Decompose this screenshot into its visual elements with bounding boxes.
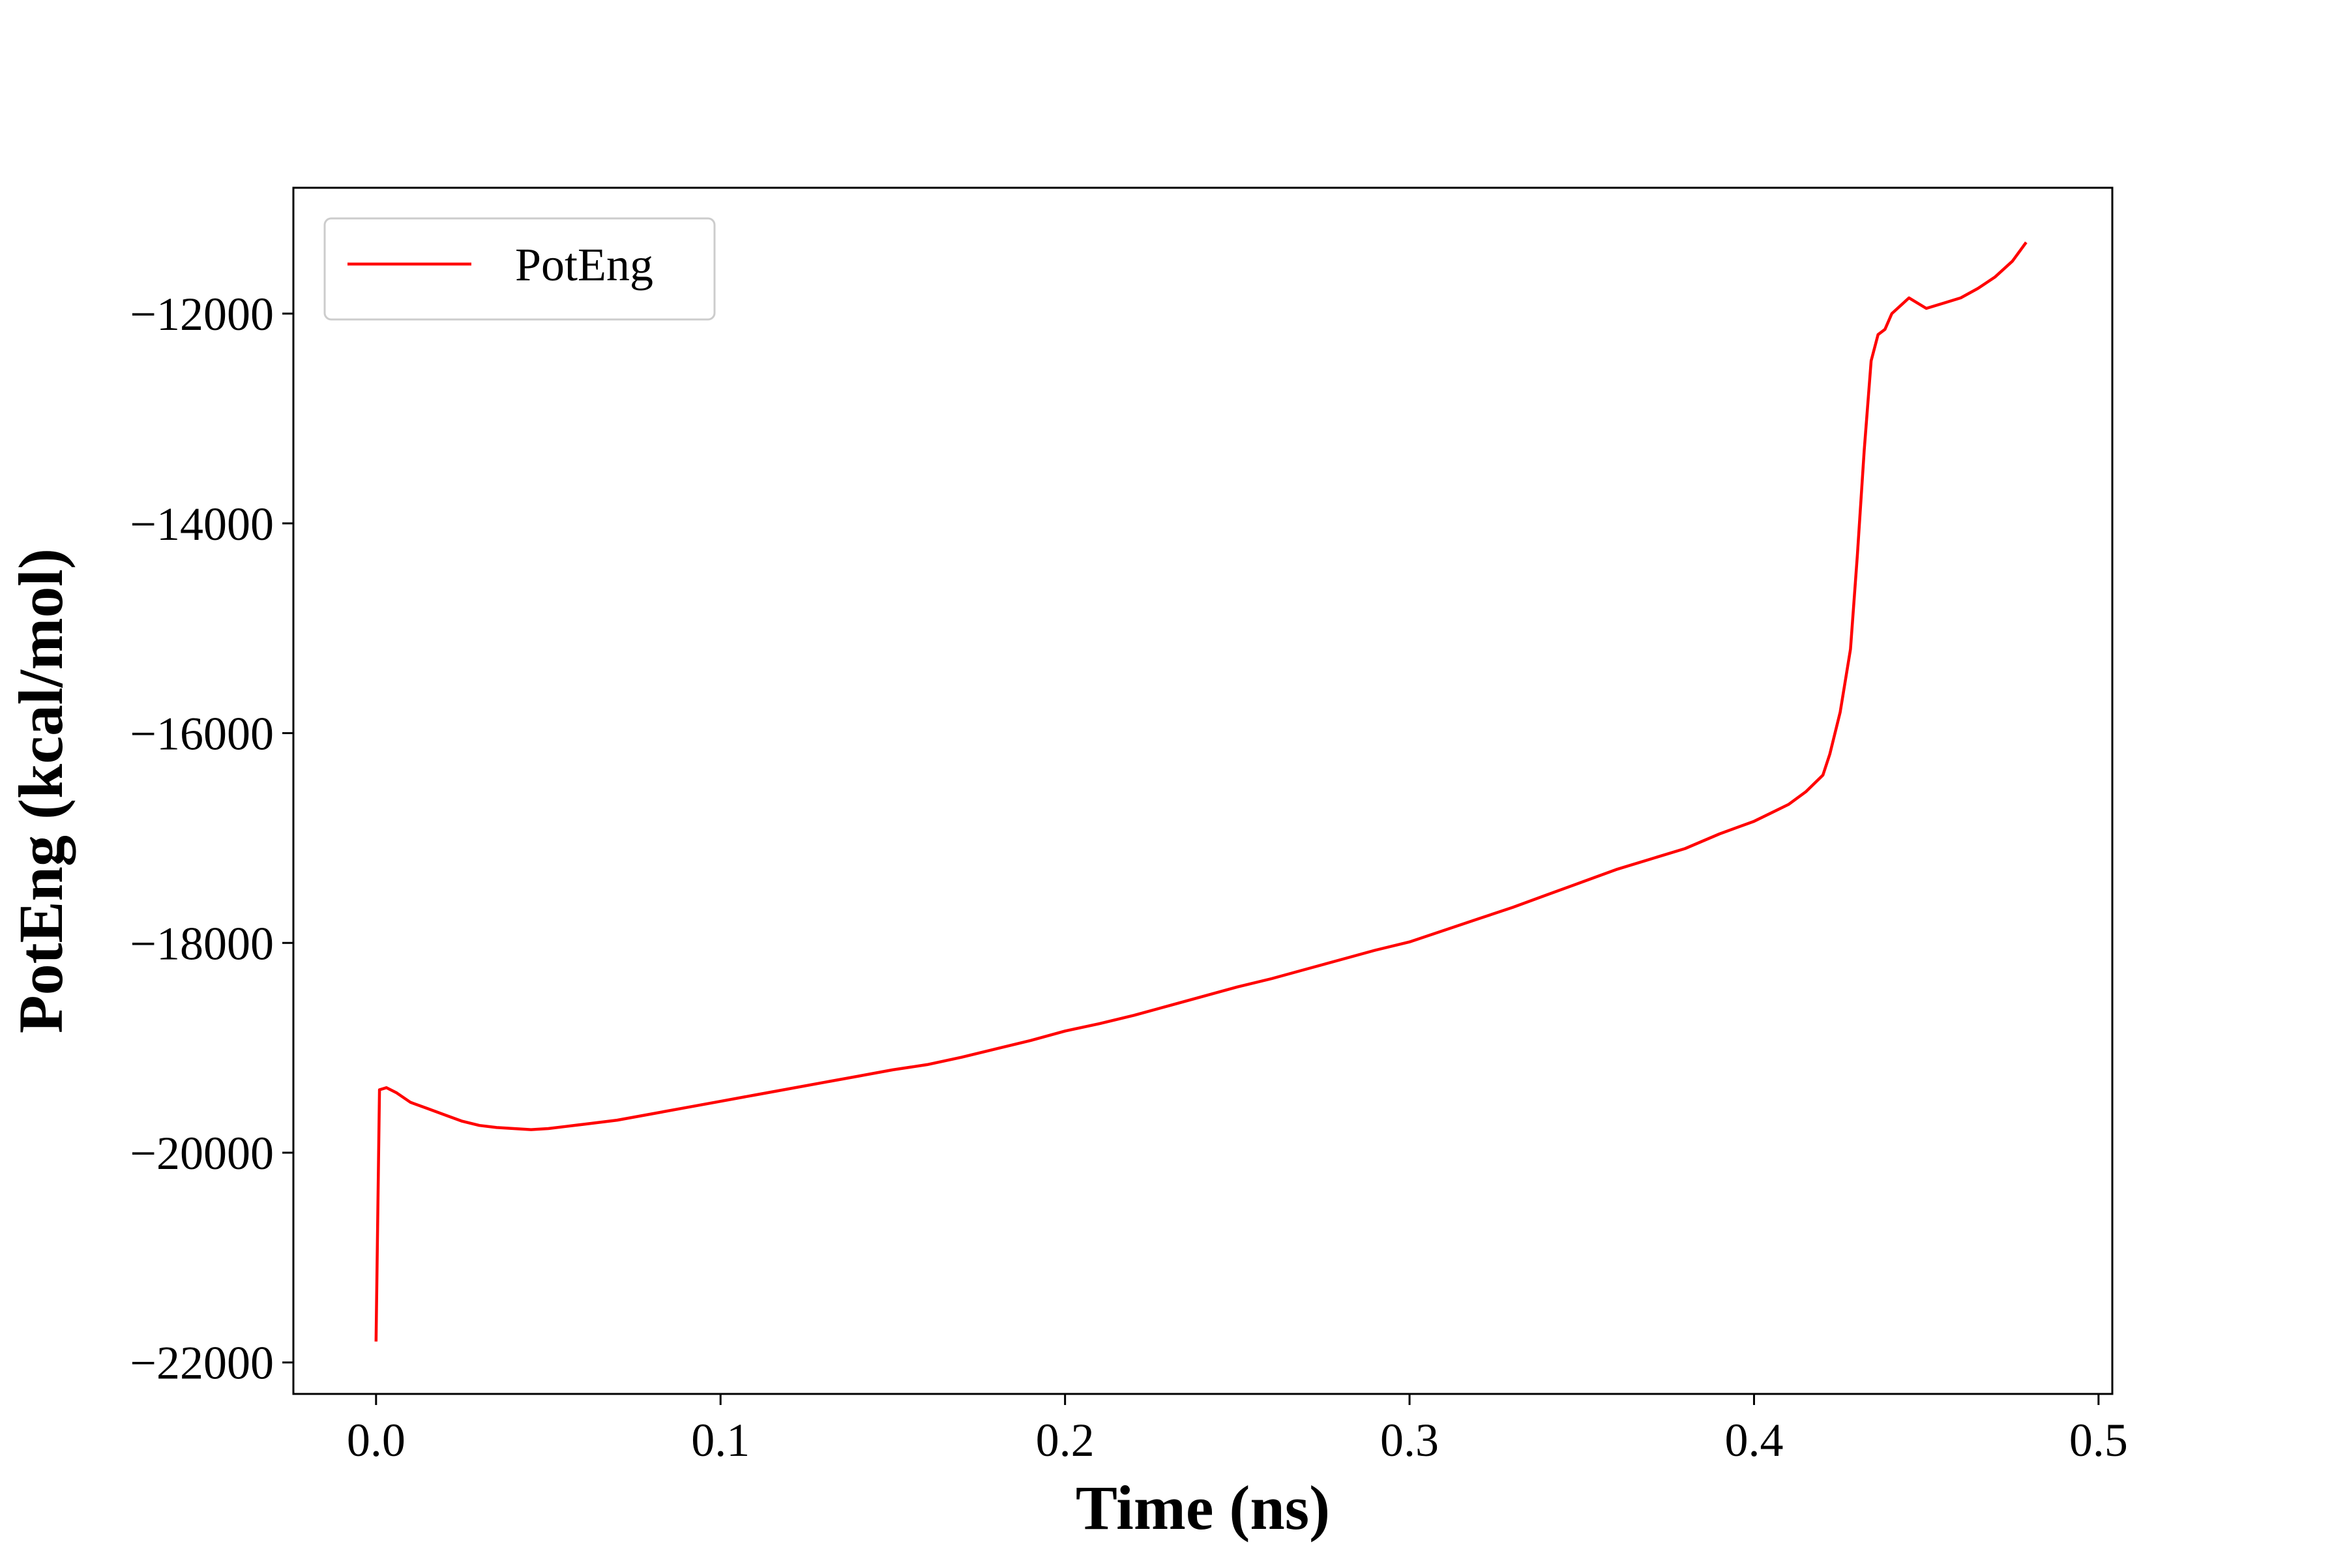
legend: PotEng: [323, 217, 716, 321]
y-axis: −22000 −20000 −18000 −16000 −14000 −12000: [130, 288, 293, 1389]
x-tick-label: 0.5: [2069, 1414, 2128, 1466]
series-line-poteng: [374, 241, 2028, 1342]
x-axis: 0.0 0.1 0.2 0.3 0.4 0.5: [347, 1394, 2128, 1466]
y-tick-label: −18000: [130, 917, 274, 969]
y-tick-label: −20000: [130, 1127, 274, 1179]
legend-label-poteng: PotEng: [515, 239, 653, 291]
x-tick-label: 0.2: [1036, 1414, 1095, 1466]
y-tick-label: −22000: [130, 1337, 274, 1389]
x-tick-label: 0.3: [1380, 1414, 1439, 1466]
y-tick-label: −12000: [130, 288, 274, 340]
x-axis-label: Time (ns): [1076, 1473, 1330, 1543]
y-tick-label: −14000: [130, 498, 274, 550]
x-tick-label: 0.0: [347, 1414, 406, 1466]
legend-box: [323, 217, 716, 321]
y-tick-label: −16000: [130, 708, 274, 760]
x-tick-label: 0.1: [691, 1414, 750, 1466]
x-tick-label: 0.4: [1724, 1414, 1783, 1466]
y-axis-label: PotEng (kcal/mol): [6, 548, 76, 1033]
plot-area: [292, 186, 2114, 1395]
